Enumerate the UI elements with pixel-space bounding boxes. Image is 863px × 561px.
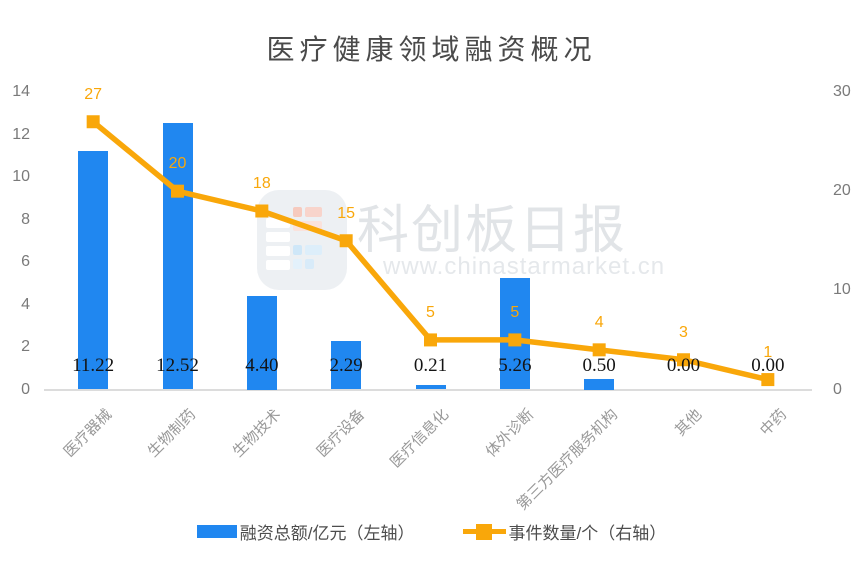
logo-block (266, 218, 290, 228)
watermark-logo (257, 190, 347, 290)
line-marker-icon (424, 333, 437, 347)
legend: 融资总额/亿元（左轴） 事件数量/个（右轴） (0, 519, 863, 544)
category-label: 其他 (672, 406, 706, 440)
legend-item-line: 事件数量/个（右轴） (462, 519, 667, 544)
line-value-label: 1 (763, 343, 773, 361)
bar-value-label: 4.40 (245, 355, 279, 376)
legend-item-bar: 融资总额/亿元（左轴） (196, 519, 415, 544)
left-axis-tick: 12 (12, 125, 30, 143)
logo-block (293, 259, 302, 269)
logo-block (305, 259, 314, 269)
logo-block (266, 232, 290, 242)
category-label: 中药 (756, 406, 790, 440)
line-marker-icon (86, 115, 100, 129)
watermark-brand-text: 科创板日报 (357, 202, 628, 260)
bar (584, 378, 615, 390)
bar-value-label: 2.29 (329, 355, 363, 376)
bar (78, 151, 109, 390)
category-label: 体外诊断 (482, 406, 537, 461)
left-axis-tick: 4 (21, 295, 30, 313)
line-value-label: 5 (510, 303, 520, 321)
bar-value-label: 5.26 (498, 355, 532, 376)
legend-line-swatch-icon (462, 523, 506, 540)
logo-block (305, 245, 322, 255)
logo-block (293, 207, 302, 217)
legend-bar-label: 融资总额/亿元（左轴） (239, 524, 415, 543)
left-axis-tick: 6 (21, 253, 30, 270)
x-axis-line (44, 388, 812, 391)
bar-value-label: 11.22 (72, 355, 115, 376)
left-axis-tick: 14 (12, 83, 30, 100)
bar-value-label: 12.52 (156, 355, 199, 376)
legend-line-label: 事件数量/个（右轴） (508, 524, 667, 543)
legend-bar-swatch-icon (196, 525, 237, 538)
left-axis-tick: 2 (21, 338, 30, 355)
logo-block (266, 260, 290, 270)
line-value-label: 20 (168, 155, 187, 173)
bar-value-label: 0.21 (413, 355, 448, 376)
right-axis-tick: 10 (833, 281, 851, 299)
bar-value-label: 0.00 (666, 355, 701, 376)
line-value-label: 18 (252, 175, 271, 192)
right-axis-tick: 20 (833, 182, 851, 200)
logo-block (266, 246, 290, 256)
chart-title: 医疗健康领域融资概况 (266, 34, 597, 65)
left-axis-tick: 0 (21, 380, 30, 398)
category-label: 医疗信息化 (387, 406, 453, 472)
logo-block (305, 207, 322, 217)
logo-block (293, 245, 302, 255)
line-value-label: 4 (594, 313, 604, 331)
left-axis-tick: 8 (21, 210, 30, 228)
line-value-label: 15 (337, 204, 356, 222)
left-axis-tick: 10 (12, 168, 30, 185)
category-label: 生物制药 (145, 406, 200, 461)
line-value-label: 5 (426, 303, 435, 321)
category-label: 生物技术 (229, 406, 284, 461)
right-axis-tick: 0 (833, 380, 842, 398)
category-label: 医疗器械 (60, 406, 116, 461)
logo-block (293, 221, 322, 231)
bar (415, 385, 446, 390)
right-axis-tick: 30 (833, 83, 851, 100)
line-value-label: 3 (679, 323, 688, 341)
category-label: 医疗设备 (313, 406, 369, 461)
line-value-label: 27 (84, 85, 103, 103)
bar-value-label: 0.50 (582, 355, 616, 376)
